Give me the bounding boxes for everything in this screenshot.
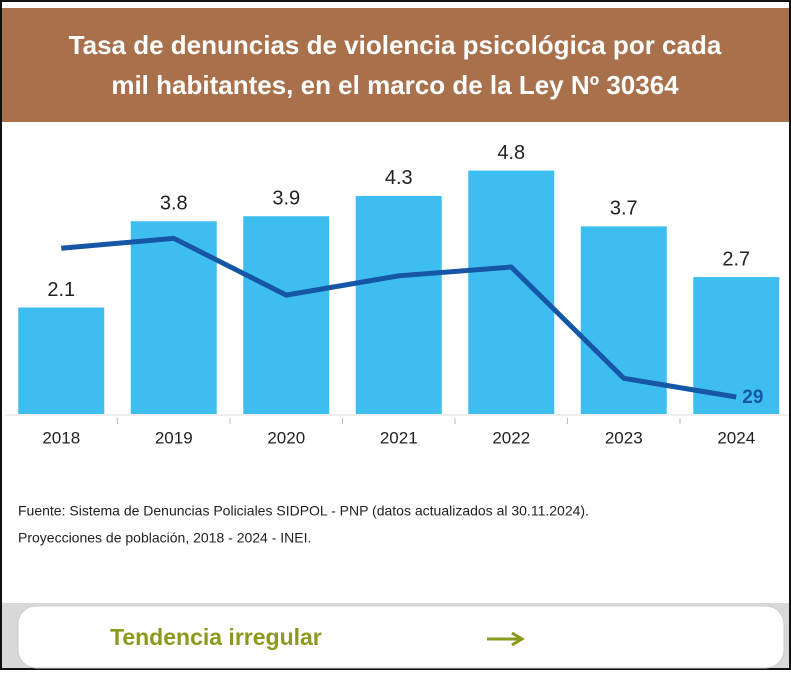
line-value-label: 29: [742, 387, 763, 408]
value-label: 3.7: [610, 198, 638, 220]
source: Fuente: Sistema de Denuncias Policiales …: [18, 503, 589, 519]
x-tick-label: 2024: [717, 428, 755, 447]
value-label: 4.3: [385, 167, 413, 189]
x-tick-label: 2023: [605, 428, 643, 447]
source: Proyecciones de población, 2018 - 2024 -…: [18, 530, 311, 546]
chart-title: mil habitantes, en el marco de la Ley Nº…: [111, 70, 679, 100]
bar: [468, 170, 555, 414]
bar: [355, 195, 442, 414]
x-tick-label: 2018: [42, 428, 80, 447]
bar: [580, 226, 667, 414]
value-label: 4.8: [497, 142, 525, 164]
bar: [243, 216, 330, 414]
value-label: 2.7: [722, 248, 750, 270]
header: [2, 8, 789, 122]
bar: [130, 221, 217, 414]
x-tick-label: 2022: [492, 428, 530, 447]
plot: 2018 2019 2020 2021 2022 2023 2024 2.1 3.8 3.9 4.3…: [5, 142, 789, 447]
bar: [18, 307, 105, 414]
x-tick-label: 2020: [267, 428, 305, 447]
trend-line: [61, 235, 737, 400]
value-label: 2.1: [47, 279, 75, 301]
x-tick-label: 2019: [155, 428, 193, 447]
value-label: 3.9: [272, 187, 300, 209]
chart-title: Tasa de denuncias de violencia psicológi…: [69, 30, 722, 60]
value-label: 3.8: [160, 193, 188, 215]
button[interactable]: [17, 605, 785, 669]
button-label: Tendencia irregular: [110, 624, 322, 650]
x-tick-label: 2021: [380, 428, 418, 447]
arrow-icon: [487, 631, 525, 647]
